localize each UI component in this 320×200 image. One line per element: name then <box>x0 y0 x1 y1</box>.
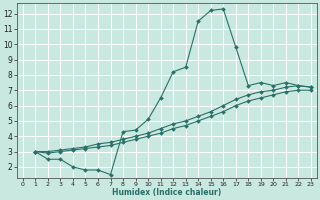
X-axis label: Humidex (Indice chaleur): Humidex (Indice chaleur) <box>112 188 221 197</box>
